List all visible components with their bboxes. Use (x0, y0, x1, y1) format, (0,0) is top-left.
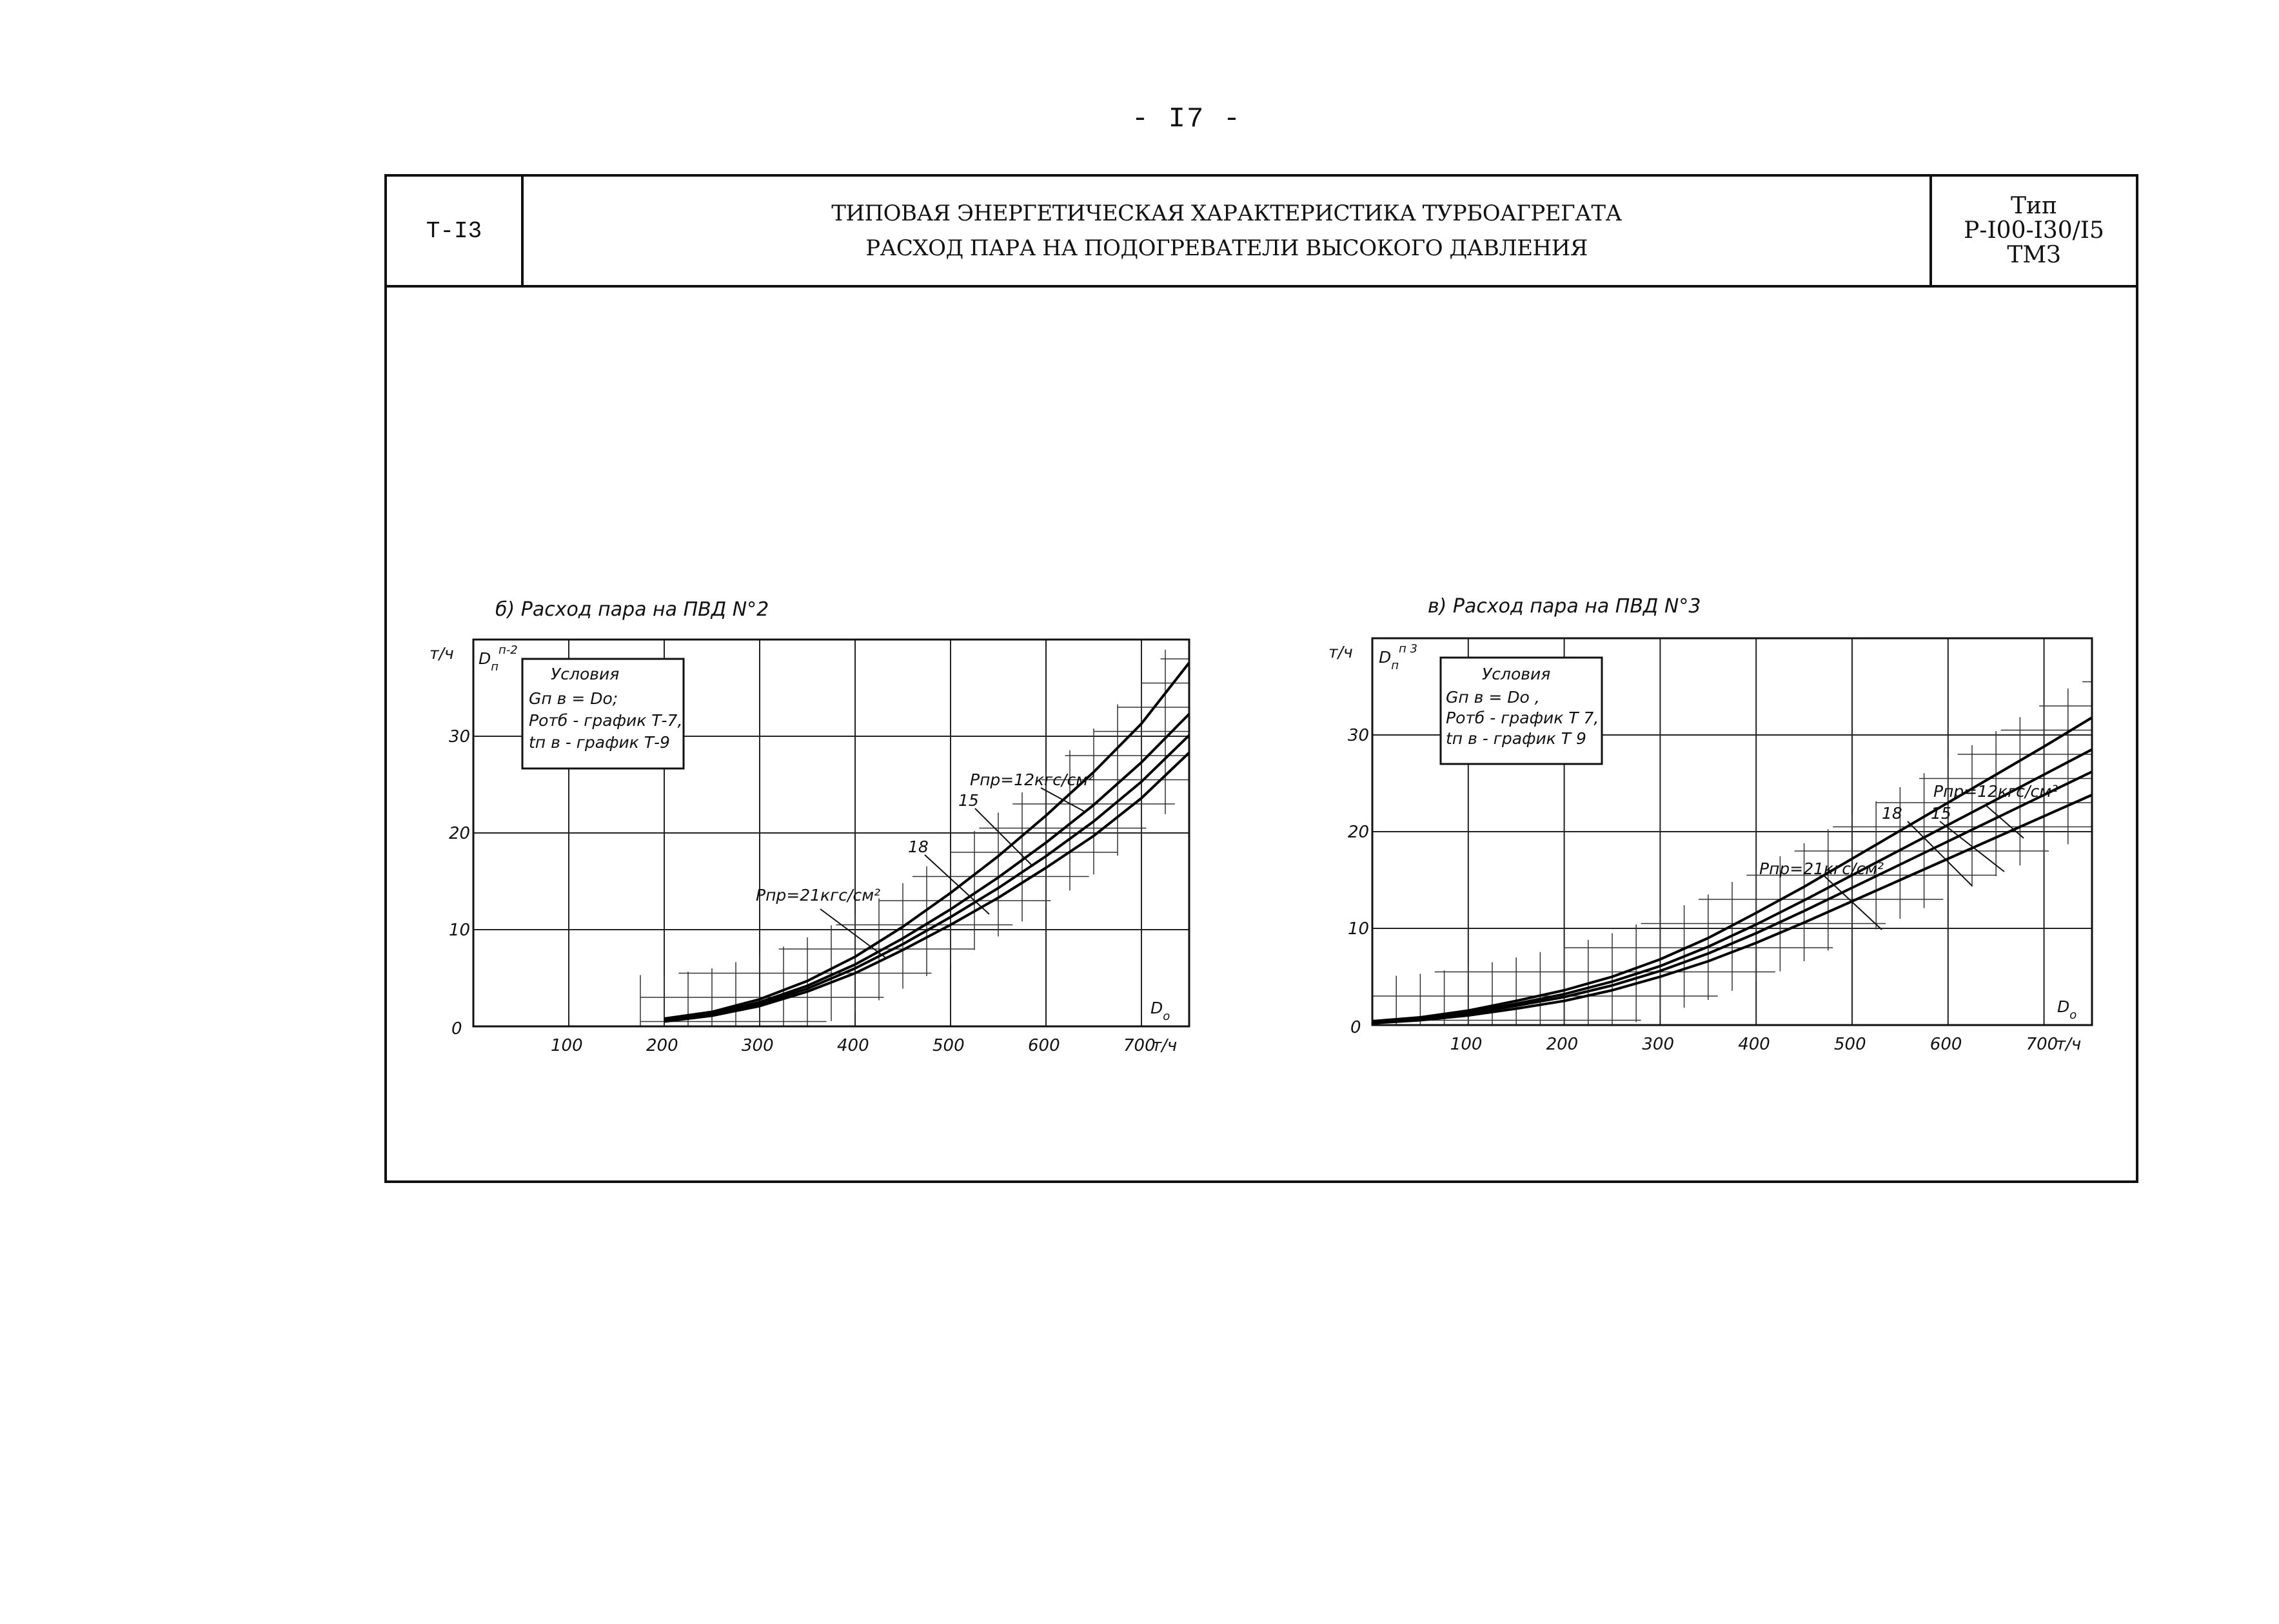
series-layer (664, 661, 1190, 1023)
series-label-18: 18 (1882, 804, 1902, 823)
conditions-box: Условия Gп в = Dо , Pотб - график Т 7, t… (1439, 656, 1603, 765)
title-block: Т-I3 ТИПОВАЯ ЭНЕРГЕТИЧЕСКАЯ ХАРАКТЕРИСТИ… (387, 177, 2136, 288)
leader-12 (1984, 804, 2024, 839)
y-tick-label: 10 (449, 921, 470, 940)
x-tick-label: 400 (837, 1036, 869, 1055)
x-tick-label: 0 (451, 1019, 462, 1039)
x-tick-label: 0 (1350, 1018, 1361, 1037)
series-line-0 (664, 661, 1190, 1020)
title-line-2: РАСХОД ПАРА НА ПОДОГРЕВАТЕЛИ ВЫСОКОГО ДА… (865, 235, 1588, 261)
chart-pvd-3: в) Расход пара на ПВД N°3 0 100 200 300 400 5… (1328, 595, 2093, 1054)
type-block: Тип Р-I00-I30/I5 ТМЗ (1932, 177, 2136, 285)
page-number: - I7 - (1131, 103, 1242, 135)
x-tick-label: 400 (1738, 1035, 1770, 1054)
type-plant: ТМЗ (2007, 242, 2061, 268)
series-line-3 (1372, 794, 2093, 1024)
x-tick-label: 100 (551, 1036, 583, 1055)
y-axis-symbol: Dпп-2 (478, 643, 518, 674)
x-tick-label: 500 (932, 1036, 965, 1055)
leader-15 (974, 808, 1034, 867)
x-axis-unit: т/ч (2056, 1035, 2081, 1054)
x-tick-label: 200 (646, 1036, 678, 1055)
leader-21 (820, 908, 887, 959)
x-axis-symbol: Dо (2057, 997, 2077, 1022)
series-label-21: Pпр=21кгс/см² (756, 886, 880, 905)
series-line-2 (1372, 770, 2093, 1024)
leader-18 (1907, 821, 1973, 886)
series-layer (1372, 716, 2093, 1024)
type-label: Тип (2011, 193, 2057, 219)
series-line-1 (664, 713, 1190, 1021)
x-tick-label: 300 (1642, 1035, 1674, 1054)
conditions-line-3: tп в - график Т 9 (1446, 729, 1586, 748)
series-label-12: Pпр=12кгс/см² (1933, 782, 2058, 801)
series-label-15: 15 (958, 791, 979, 810)
x-axis-unit: т/ч (1152, 1036, 1177, 1055)
title-line-1: ТИПОВАЯ ЭНЕРГЕТИЧЕСКАЯ ХАРАКТЕРИСТИКА ТУ… (831, 201, 1622, 226)
series-label-21: Pпр=21кгс/см² (1759, 859, 1884, 878)
x-tick-label: 100 (1450, 1035, 1483, 1054)
chart-title: в) Расход пара на ПВД N°3 (1428, 595, 1701, 618)
conditions-line-1: Gп в = Dо , (1446, 688, 1540, 707)
y-axis-unit: т/ч (1328, 643, 1353, 661)
sheet-title: ТИПОВАЯ ЭНЕРГЕТИЧЕСКАЯ ХАРАКТЕРИСТИКА ТУ… (524, 177, 1932, 285)
y-axis-symbol: Dпп 3 (1379, 642, 1417, 672)
x-tick-label: 600 (1930, 1035, 1962, 1054)
plot-frame (472, 638, 1190, 1028)
y-tick-label: 30 (1348, 726, 1369, 745)
plot-frame (1371, 637, 2093, 1026)
x-tick-label: 300 (742, 1036, 774, 1055)
leader-18 (924, 854, 990, 915)
series-line-1 (1372, 748, 2093, 1024)
conditions-line-3: tп в - график Т-9 (529, 733, 670, 752)
type-model: Р-I00-I30/I5 (1964, 217, 2104, 244)
plot-area: 0 100 200 300 400 500 600 700 10 20 30 т/ч Dпп-2 D… (429, 638, 1190, 1055)
series-line-0 (1372, 716, 2093, 1022)
x-axis-symbol: Dо (1150, 999, 1170, 1023)
x-tick-label: 700 (2026, 1035, 2058, 1054)
x-tick-label: 500 (1834, 1035, 1866, 1054)
plot-area: 0 100 200 300 400 500 600 700 10 20 30 т/ч Dпп 3 D… (1328, 637, 2093, 1054)
chart-title: б) Расход пара на ПВД N°2 (495, 598, 769, 621)
conditions-line-2: Pотб - график Т 7, (1446, 709, 1599, 727)
sheet-code: Т-I3 (387, 177, 524, 285)
leader-21 (1823, 875, 1882, 930)
tick-layer: 0 100 200 300 400 500 600 700 10 20 30 (449, 727, 1156, 1055)
y-tick-label: 30 (449, 727, 470, 747)
x-tick-label: 600 (1028, 1036, 1060, 1055)
series-label-15: 15 (1931, 804, 1951, 823)
hatch-layer (640, 644, 1190, 1026)
x-tick-label: 700 (1123, 1036, 1156, 1055)
series-label-18: 18 (908, 837, 929, 856)
series-label-12: Pпр=12кгс/см² (970, 770, 1094, 789)
tick-layer: 0 100 200 300 400 500 600 700 10 20 30 (1348, 726, 2058, 1054)
conditions-box: Условия Gп в = Dо; Pотб - график Т-7, tп… (521, 658, 685, 770)
drawing-sheet: Т-I3 ТИПОВАЯ ЭНЕРГЕТИЧЕСКАЯ ХАРАКТЕРИСТИ… (384, 174, 2138, 1183)
conditions-heading: Условия (1482, 665, 1550, 683)
conditions-line-1: Gп в = Dо; (529, 689, 618, 708)
conditions-heading: Условия (551, 665, 619, 683)
series-line-2 (664, 734, 1190, 1022)
y-tick-label: 20 (1348, 823, 1369, 842)
y-axis-unit: т/ч (429, 644, 454, 663)
chart-pvd-2: б) Расход пара на ПВД N°2 0 100 200 300 400 5… (429, 598, 1190, 1055)
y-tick-label: 10 (1348, 919, 1369, 939)
y-tick-label: 20 (449, 824, 470, 843)
series-line-3 (664, 752, 1190, 1023)
conditions-line-2: Pотб - график Т-7, (529, 711, 682, 730)
leader-15 (1939, 821, 2005, 872)
x-tick-label: 200 (1546, 1035, 1579, 1054)
leader-12 (1040, 787, 1087, 813)
